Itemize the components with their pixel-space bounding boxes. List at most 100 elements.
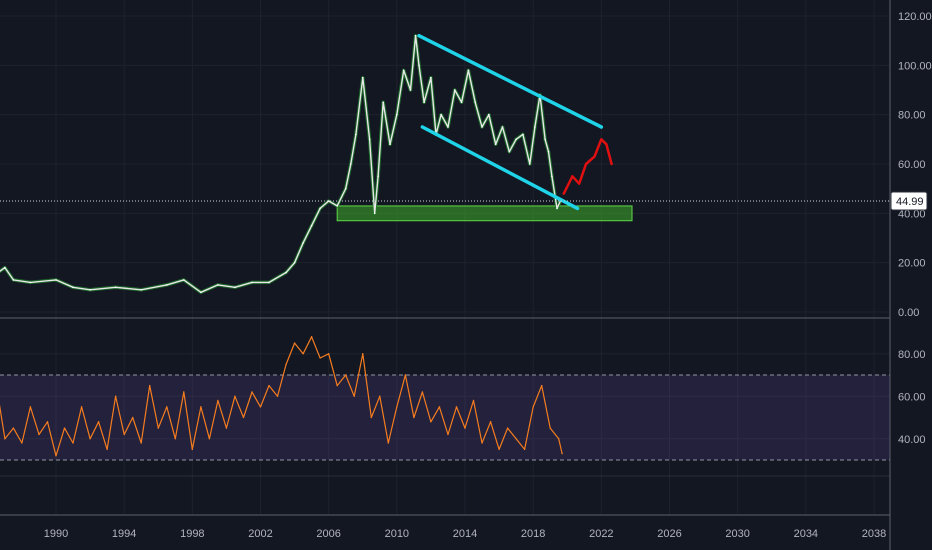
price-point [447,126,449,128]
rsi-point [370,416,372,419]
rsi-point [89,438,91,440]
price-point [440,113,442,116]
rsi-point [387,442,390,444]
rsi-point [413,416,415,419]
rsi-tick-label: 40.00 [898,434,926,446]
rsi-point [259,406,262,408]
price-point [467,69,470,72]
price-point [165,284,168,286]
price-point [217,284,219,286]
channel-line-upper[interactable] [417,33,604,129]
price-point [319,207,321,210]
price-tick-label: 0.00 [898,307,919,319]
price-point [355,133,357,136]
projection-line[interactable] [562,138,613,195]
rsi-point [131,416,134,419]
price-point [140,289,143,291]
rsi-point [472,399,475,402]
price-point [547,150,550,153]
rsi-point [208,438,211,440]
price-point [453,89,456,91]
time-axis[interactable]: 1990 1994 1998 2002 2006 2010 2014 2018 2022 2026… [44,528,886,540]
rsi-point [353,395,355,397]
rsi-tick-label: 80.00 [898,349,926,361]
price-tick-label: 60.00 [898,159,926,171]
rsi-point [515,438,517,440]
price-tick-label: 80.00 [898,110,926,122]
price-point [29,281,32,284]
rsi-point [532,406,534,408]
rsi-point [140,442,142,444]
price-point [344,187,347,190]
price-tick-label: 100.00 [898,60,932,72]
price-point [55,279,57,281]
price-point [368,138,371,141]
last-price-tag [890,191,928,211]
price-point [430,76,432,79]
price-point [285,271,287,274]
time-tick-label: 2018 [521,528,545,540]
rsi-point [46,421,49,423]
rsi-point [362,353,364,355]
price-point [481,126,483,128]
channel-line-lower[interactable] [420,125,580,211]
price-point [310,224,313,227]
price-tick-label: 20.00 [898,258,926,270]
rsi-point [379,395,381,397]
price-point [373,212,376,215]
time-tick-label: 1990 [44,528,68,540]
rsi-panel[interactable] [0,336,890,461]
time-tick-label: 2014 [453,528,477,540]
price-point [72,286,74,289]
price-point [183,279,185,281]
rsi-tick-label: 60.00 [898,391,926,403]
last-price-label: 44.99 [896,196,924,208]
rsi-point [438,406,441,408]
price-point [234,286,236,289]
time-tick-label: 2038 [862,528,886,540]
rsi-point [80,406,83,408]
rsi-point [336,384,338,387]
rsi-axis[interactable]: 40.00 60.00 80.00 [898,349,926,446]
price-point [396,113,398,116]
price-point [327,200,330,202]
rsi-point [12,427,15,429]
rsi-point [310,336,313,338]
price-point [522,133,524,136]
price-point [377,175,379,178]
rsi-point [558,438,560,440]
price-panel[interactable] [0,33,890,295]
rsi-point [200,406,202,408]
price-point [302,242,304,244]
price-point [89,289,91,291]
price-point [508,150,511,153]
price-point [409,89,412,91]
price-point [474,101,477,104]
price-axis[interactable]: 0.00 20.00 40.00 60.00 80.00 100.00 120.00 44.9… [890,11,932,319]
rsi-point [21,442,23,444]
rsi-point [430,421,432,423]
time-tick-label: 1998 [180,528,204,540]
time-tick-label: 2034 [794,528,818,540]
price-point [268,281,270,284]
rsi-point [523,448,526,451]
rsi-point [97,421,100,423]
price-point [418,64,420,67]
time-tick-label: 2030 [725,528,749,540]
rsi-point [234,395,236,397]
price-tick-label: 120.00 [898,11,932,23]
support-zone[interactable] [336,205,633,222]
rsi-point [191,448,194,451]
price-point [382,101,385,104]
rsi-point [225,427,228,429]
rsi-point [38,433,40,436]
rsi-point [549,427,551,429]
price-point [556,207,558,210]
time-tick-label: 2022 [589,528,613,540]
rsi-point [293,342,296,344]
rsi-point [4,438,6,440]
rsi-point [421,391,424,393]
rsi-band-fill [0,375,890,460]
